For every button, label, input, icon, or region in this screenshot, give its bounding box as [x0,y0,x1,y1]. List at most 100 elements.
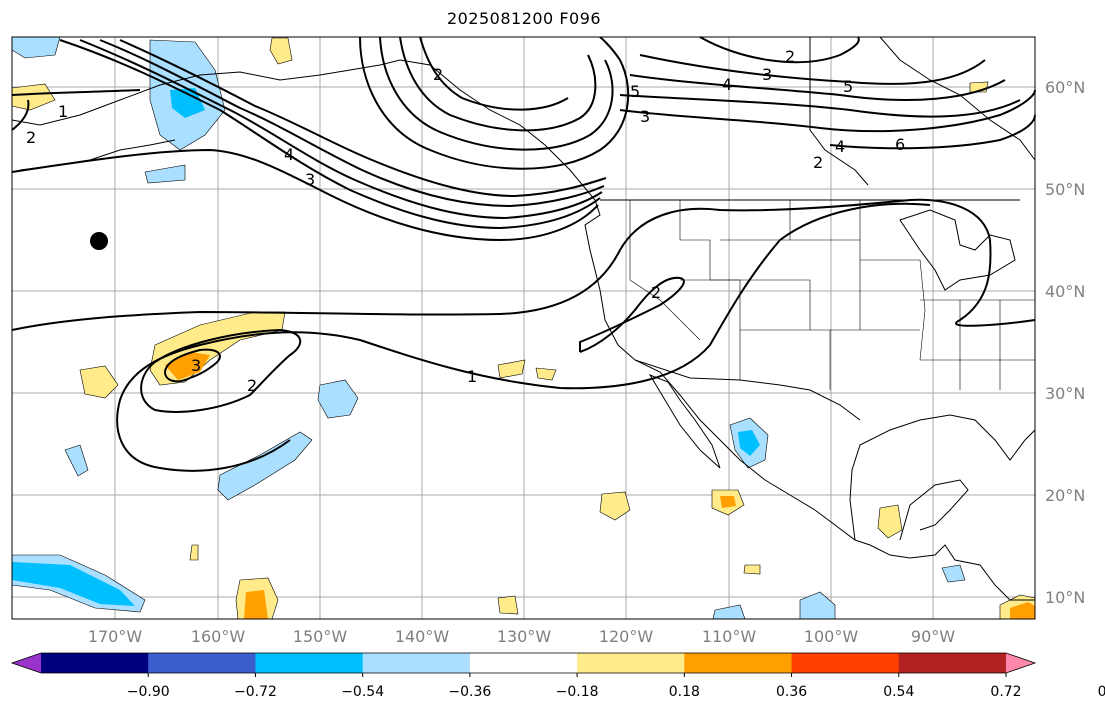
contour-label: 3 [305,170,315,189]
contour-jet-1 [11,148,599,242]
contour-label: 2 [26,128,36,147]
contour-ridge-2 [379,36,614,151]
coastline-alaska [11,59,401,126]
lon-label: 150°W [293,627,348,646]
contour-label-group: 1 2 1 2 3 2 3 4 2 2 3 4 5 3 5 6 4 2 [26,47,905,395]
contour-2-east [579,276,685,353]
lon-label: 90°W [911,627,955,646]
contour-label: 1 [467,367,477,386]
contour-2-loop [140,328,302,413]
colorbar-segment [684,653,793,673]
shade-positive-small-2 [497,359,526,379]
colorbar-segment [148,653,256,673]
contour-jet-3 [79,39,603,220]
shade-positive-mid-3 [877,504,903,539]
coastline-yucatan [899,479,969,541]
shade-positive-small-6 [189,544,199,561]
lon-label: 160°W [191,627,246,646]
lat-label: 40°N [1045,282,1085,301]
contour-label: 5 [630,82,640,101]
great-lakes [899,209,1016,291]
shade-gulf-negative [941,564,966,583]
contour-label: 3 [191,356,201,375]
lon-label: 140°W [395,627,450,646]
contour-label: 2 [813,153,823,172]
contour-jet-4 [99,39,605,208]
lat-label: 50°N [1045,180,1085,199]
shade-alaska-negative-core [170,88,205,118]
colorbar-segment [362,653,471,673]
contour-label: 4 [284,145,294,164]
contour-east-5 [639,54,986,85]
contour-east-2 [619,89,1036,133]
contour-ridge-1 [359,36,630,170]
colorbar-tick-label: 0.72 [990,684,1021,700]
colorbar-tick-label: −0.36 [448,684,491,700]
contour-label: 2 [247,376,257,395]
contour-label: 2 [433,65,443,84]
shade-positive-small-1 [79,365,119,399]
lon-label: 170°W [88,627,143,646]
lon-label: 100°W [804,627,859,646]
colorbar-tick-label: −0.72 [234,684,277,700]
lat-label: 10°N [1045,588,1085,607]
shaded-anomalies [11,36,1036,620]
latitude-labels: 60°N 50°N 40°N 30°N 20°N 10°N [1045,78,1085,607]
shade-sw-negative-core [12,562,135,606]
contour-label: 6 [895,135,905,154]
contour-1-west [11,89,141,96]
contour-label: 1 [58,102,68,121]
coastline-gulf [849,414,1036,541]
colorbar-segment [469,653,578,673]
colorbar-segment [791,653,900,673]
colorbar-tick-label: −0.90 [127,684,170,700]
shade-positive-se-core [1010,602,1035,619]
shade-positive-west-core [165,352,210,380]
shade-positive-small-5 [497,595,519,615]
colorbar-tick-label: 0.18 [669,684,700,700]
contour-1-nw-edge [11,99,30,131]
colorbar-tick-label: 0.36 [776,684,807,700]
shade-positive-mid-2-core [720,496,736,508]
contour-east-4 [629,74,1006,101]
shade-mexico-negative-core [738,430,760,456]
colorbar-segment [577,653,685,673]
contour-high-top [699,36,860,64]
shade-hawaii-negative [217,431,313,501]
contours [11,36,1036,472]
colorbar-tick-label: 0.54 [883,684,914,700]
colorbar: −0.90 −0.72 −0.54 −0.36 −0.18 0.18 0.36 0.54 0.7… [10,652,1105,700]
contour-label: 4 [835,137,845,156]
colorbar-segment [898,653,1007,673]
contour-east-6 [829,114,1036,150]
contour-label: 2 [651,283,661,302]
contour-label: 4 [722,75,732,94]
shade-positive-small-3 [535,367,557,381]
shade-small-neg-3 [144,164,186,184]
contour-label: 5 [843,77,853,96]
border-us-mexico [634,359,861,421]
contour-label: 2 [785,47,795,66]
colorbar-segment [41,653,149,673]
contour-1-main [11,198,1036,331]
colorbar-tick-label: 0.90 [1098,684,1105,700]
pressure-centre-marker [90,232,108,250]
shade-positive-south-1-core [244,590,268,619]
contour-label: 3 [762,65,772,84]
contour-ridge-4 [419,36,569,111]
contour-east-3 [619,94,1021,118]
shade-south-negative-2 [799,591,836,620]
lat-label: 60°N [1045,78,1085,97]
colorbar-outline [10,652,1037,674]
map-border [11,36,1036,620]
colorbar-tick-label: −0.54 [341,684,384,700]
contour-3-loop [163,348,221,383]
colorbar-extension-min [12,653,41,673]
shade-positive-mid-1 [599,491,631,521]
contour-jet-5 [119,39,607,198]
contour-1-south [116,202,931,472]
coastline-baja [648,374,721,469]
border-alaska [809,37,869,186]
contour-label: 3 [640,107,650,126]
